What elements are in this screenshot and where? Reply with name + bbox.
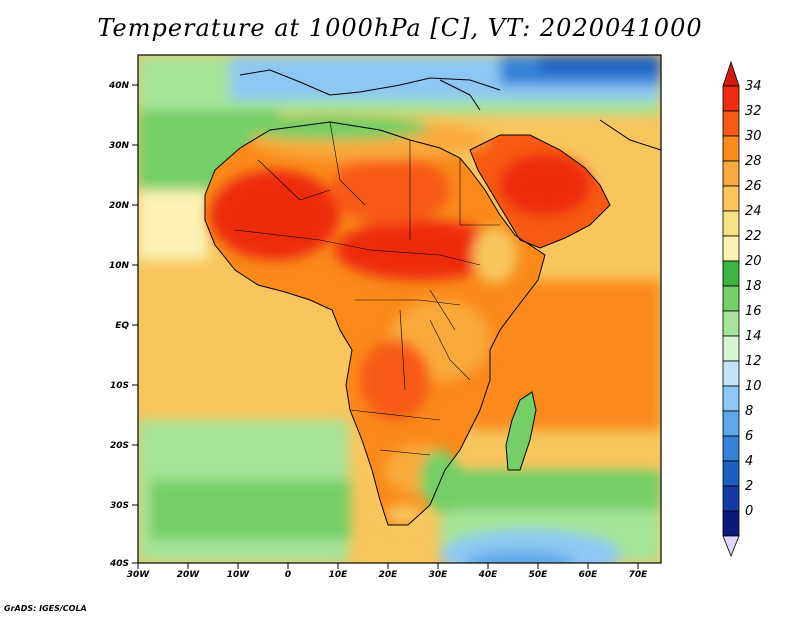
colorbar-label-24: 24: [745, 204, 762, 219]
svg-text:30S: 30S: [110, 501, 129, 511]
lon-tick-0: 0: [285, 563, 291, 580]
lon-tick-20W: 20W: [177, 563, 201, 580]
lat-tick-40S: 40S: [109, 559, 138, 569]
colorbar-cell: [722, 485, 740, 512]
lat-tick-10S: 10S: [110, 381, 138, 391]
lat-tick-20S: 20S: [110, 441, 138, 451]
svg-text:20W: 20W: [177, 570, 201, 580]
svg-text:20S: 20S: [110, 441, 129, 451]
svg-text:70E: 70E: [629, 570, 649, 580]
svg-text:40N: 40N: [108, 81, 130, 91]
colorbar-label-18: 18: [745, 279, 762, 294]
svg-text:20E: 20E: [379, 570, 399, 580]
colorbar-cell: [722, 285, 740, 312]
lon-tick-50E: 50E: [529, 563, 549, 580]
lat-tick-20N: 20N: [109, 201, 138, 211]
grads-credit: GrADS: IGES/COLA: [4, 604, 87, 613]
svg-text:30N: 30N: [109, 141, 130, 151]
svg-text:60E: 60E: [579, 570, 599, 580]
colorbar-label-22: 22: [745, 229, 762, 244]
colorbar-label-32: 32: [745, 104, 762, 119]
colorbar-label-16: 16: [745, 304, 762, 319]
lon-tick-10E: 10E: [329, 563, 349, 580]
colorbar-label-20: 20: [745, 254, 762, 269]
lat-tick-30N: 30N: [109, 141, 138, 151]
svg-text:10E: 10E: [329, 570, 349, 580]
colorbar-label-2: 2: [745, 479, 753, 494]
lat-tick-40N: 40N: [108, 81, 138, 91]
colorbar-cell: [722, 235, 740, 262]
colorbar-cell: [722, 160, 740, 187]
colorbar-label-10: 10: [745, 379, 762, 394]
lon-tick-60E: 60E: [579, 563, 599, 580]
colorbar-cell: [722, 110, 740, 137]
coastlines: [204, 69, 661, 526]
svg-text:50E: 50E: [529, 570, 549, 580]
svg-text:20N: 20N: [109, 201, 130, 211]
map-field: [138, 55, 661, 563]
borders: [234, 121, 500, 456]
svg-text:0: 0: [285, 570, 291, 580]
map-title: Temperature at 1000hPa [C], VT: 20200410…: [97, 14, 703, 42]
lat-tick-30S: 30S: [110, 501, 138, 511]
colorbar-label-26: 26: [745, 179, 762, 194]
colorbar-label-0: 0: [745, 504, 753, 519]
svg-text:10N: 10N: [109, 261, 130, 271]
colorbar-cell: [722, 85, 740, 112]
colorbar-cell: [722, 460, 740, 487]
svg-text:40S: 40S: [109, 559, 129, 569]
colorbar-label-34: 34: [745, 79, 762, 94]
lon-tick-70E: 70E: [629, 563, 649, 580]
svg-text:EQ: EQ: [115, 321, 129, 331]
svg-text:40E: 40E: [478, 570, 499, 580]
colorbar-over-arrow: [722, 60, 740, 87]
colorbar-cell: [722, 335, 740, 362]
svg-text:10W: 10W: [227, 570, 251, 580]
colorbar-cell: [722, 210, 740, 237]
colorbar-label-8: 8: [745, 404, 753, 419]
svg-text:30W: 30W: [127, 570, 151, 580]
colorbar-label-4: 4: [745, 454, 753, 469]
colorbar-cell: [722, 360, 740, 387]
latitude-axis: 40N 30N 20N 10N EQ 10S 20S 30S 40S: [108, 81, 138, 569]
lon-tick-20E: 20E: [379, 563, 399, 580]
colorbar-cell: [722, 435, 740, 462]
colorbar-cell: [722, 185, 740, 212]
colorbar-cell: [722, 510, 740, 537]
lon-tick-30E: 30E: [429, 563, 449, 580]
svg-text:10S: 10S: [110, 381, 129, 391]
longitude-axis: 30W 20W 10W 0 10E 20E 30E 40E 50E 60E 70…: [127, 563, 648, 580]
colorbar-label-12: 12: [745, 354, 762, 369]
colorbar-cell: [722, 310, 740, 337]
colorbar-cell: [722, 385, 740, 412]
map-frame: [137, 54, 662, 564]
lon-tick-40E: 40E: [478, 563, 499, 580]
lat-tick-10N: 10N: [109, 261, 138, 271]
colorbar-label-30: 30: [745, 129, 762, 144]
colorbar-cell: [722, 410, 740, 437]
colorbar-label-6: 6: [745, 429, 753, 444]
madagascar: [506, 392, 536, 470]
colorbar-label-14: 14: [745, 329, 762, 344]
colorbar-label-28: 28: [745, 154, 762, 169]
lon-tick-30W: 30W: [127, 563, 151, 580]
svg-text:30E: 30E: [429, 570, 449, 580]
colorbar-cell: [722, 135, 740, 162]
lon-tick-10W: 10W: [227, 563, 251, 580]
lat-tick-EQ: EQ: [115, 321, 138, 331]
colorbar-under-arrow: [722, 535, 740, 558]
colorbar-cell: [722, 260, 740, 287]
